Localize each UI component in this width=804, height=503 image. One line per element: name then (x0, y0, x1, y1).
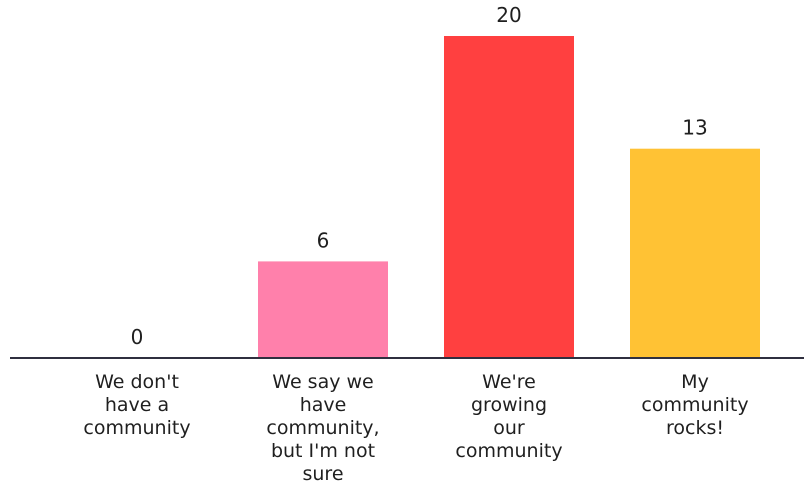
category-label-2-line-2: our (493, 417, 525, 439)
category-label-2-line-0: We're (482, 371, 536, 393)
category-label-1-line-2: community, (266, 417, 379, 439)
category-label-0-line-2: community (83, 417, 190, 439)
category-label-1-line-3: but I'm not (271, 440, 375, 462)
bar-1 (258, 261, 388, 358)
bar-3 (630, 148, 760, 358)
category-label-0-line-1: have a (105, 394, 169, 416)
category-label-1-line-4: sure (302, 463, 343, 485)
category-label-3-line-0: My (681, 371, 709, 393)
category-label-2-line-1: growing (471, 394, 547, 416)
bar-value-label-2: 20 (496, 3, 521, 27)
bar-2 (444, 36, 574, 358)
bar-value-label-1: 6 (317, 228, 330, 252)
category-label-0-line-0: We don't (95, 371, 179, 393)
value-labels-group: 0 6 20 13 (131, 3, 708, 349)
category-label-3-line-2: rocks! (666, 417, 724, 439)
bars-group (258, 36, 760, 358)
category-label-2-line-3: community (455, 440, 562, 462)
category-label-1-line-1: have (300, 394, 347, 416)
bar-value-label-3: 13 (682, 116, 707, 140)
category-label-1-line-0: We say we (272, 371, 373, 393)
bar-value-label-0: 0 (131, 325, 144, 349)
category-label-3-line-1: community (641, 394, 748, 416)
